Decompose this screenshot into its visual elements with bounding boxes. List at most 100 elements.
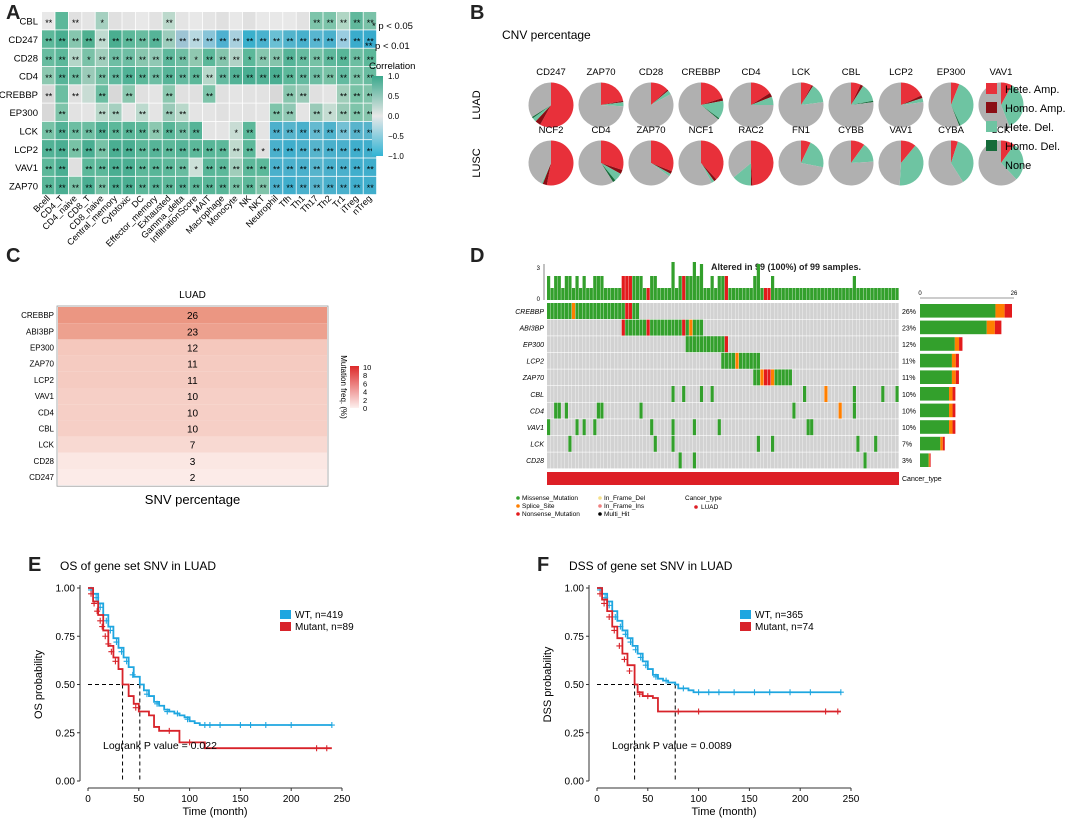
pie-gene-label: ZAP70	[586, 67, 615, 78]
empty-cell	[707, 369, 711, 386]
mutation-cell	[717, 336, 721, 353]
top-bar	[710, 276, 714, 300]
empty-cell	[721, 452, 725, 469]
empty-cell	[547, 402, 551, 419]
heatmap-cell	[122, 85, 135, 103]
panel-label-c: C	[6, 245, 21, 267]
heatmap-cell	[243, 30, 256, 48]
mutation-cell	[639, 319, 643, 336]
row-label: LCK	[20, 126, 39, 137]
mutation-cell	[699, 336, 704, 353]
top-bar	[596, 276, 600, 300]
top-bar	[817, 288, 821, 300]
empty-cell	[682, 369, 686, 386]
empty-cell	[891, 369, 896, 386]
empty-cell	[792, 303, 796, 319]
sig-mark: **	[139, 128, 147, 138]
mutation-cell	[632, 319, 636, 336]
empty-cell	[671, 369, 675, 386]
mutation-cell	[746, 352, 750, 369]
top-bar	[664, 288, 668, 300]
empty-cell	[774, 303, 778, 319]
empty-cell	[589, 402, 593, 419]
empty-cell	[767, 319, 771, 336]
empty-cell	[618, 352, 622, 369]
empty-cell	[667, 419, 672, 436]
heatmap-cell	[350, 12, 363, 30]
mutation-cell	[596, 402, 600, 419]
empty-cell	[863, 352, 867, 369]
empty-cell	[696, 303, 700, 319]
empty-cell	[603, 402, 608, 419]
empty-cell	[675, 402, 679, 419]
y-tick-label: 0.75	[56, 632, 76, 643]
heatmap-cell	[323, 30, 336, 48]
sig-mark: *	[194, 165, 198, 175]
right-bar	[955, 353, 959, 368]
empty-cell	[628, 336, 632, 353]
right-bar	[955, 370, 959, 384]
empty-cell	[571, 336, 576, 353]
km-curve	[597, 587, 841, 694]
sig-mark: **	[340, 55, 348, 65]
x-axis-label: Time (month)	[183, 806, 248, 818]
top-bar	[628, 276, 632, 300]
empty-cell	[835, 303, 839, 319]
sig-mark: **	[260, 165, 268, 175]
empty-cell	[817, 319, 821, 336]
empty-cell	[632, 369, 636, 386]
mutation-cell	[689, 336, 693, 353]
x-tick-label: 0	[594, 794, 600, 805]
heatmap-cell	[82, 66, 95, 85]
empty-cell	[685, 435, 689, 452]
pct-label: 26%	[902, 309, 916, 316]
empty-cell	[813, 336, 817, 353]
sig-mark: **	[72, 36, 80, 46]
empty-cell	[859, 352, 864, 369]
empty-cell	[763, 352, 768, 369]
legend-swatch	[986, 102, 997, 113]
mutation-cell	[639, 402, 643, 419]
heatmap-cell	[135, 48, 149, 67]
empty-cell	[859, 402, 864, 419]
empty-cell	[888, 352, 892, 369]
empty-cell	[838, 319, 842, 336]
empty-cell	[685, 386, 689, 402]
empty-cell	[547, 452, 551, 469]
heatmap-cell	[95, 140, 109, 158]
km-curve	[88, 587, 332, 750]
empty-cell	[710, 303, 714, 319]
empty-cell	[767, 303, 771, 319]
empty-cell	[806, 369, 810, 386]
empty-cell	[756, 452, 760, 469]
empty-cell	[575, 369, 579, 386]
heatmap-cell	[229, 66, 243, 85]
empty-cell	[703, 452, 707, 469]
heatmap-cell	[216, 158, 229, 176]
x-tick-label: 250	[843, 794, 860, 805]
empty-cell	[692, 303, 696, 319]
heatmap-cell	[229, 30, 243, 48]
heatmap-cell	[350, 103, 363, 121]
heatmap-cell	[109, 140, 122, 158]
legend-label: Homo. Amp.	[1005, 103, 1066, 115]
empty-cell	[582, 386, 586, 402]
censor-mark	[601, 600, 608, 607]
right-bar	[920, 337, 955, 351]
mutation-cell	[863, 452, 867, 469]
top-bar	[728, 288, 732, 300]
empty-cell	[795, 319, 800, 336]
empty-cell	[603, 435, 608, 452]
sig-mark: **	[273, 146, 281, 156]
empty-cell	[827, 386, 832, 402]
empty-cell	[635, 386, 640, 402]
empty-cell	[564, 419, 568, 436]
heatmap-cell	[95, 121, 109, 140]
colorbar-tick: 10	[363, 363, 371, 372]
mutation-cell	[874, 435, 878, 452]
empty-cell	[678, 369, 682, 386]
censor-mark	[103, 617, 110, 624]
sig-mark: **	[45, 165, 53, 175]
empty-cell	[628, 435, 632, 452]
pie-slice	[751, 140, 774, 186]
